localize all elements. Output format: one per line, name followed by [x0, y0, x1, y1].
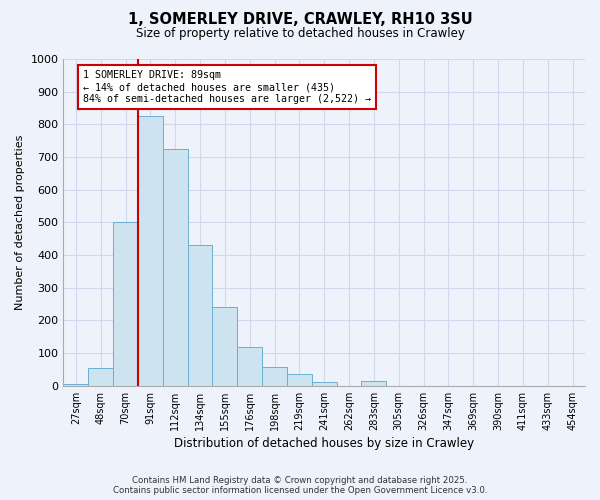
Bar — [113, 222, 138, 386]
Bar — [262, 367, 287, 386]
Bar — [138, 116, 163, 386]
Bar — [188, 246, 212, 386]
Bar — [64, 384, 88, 386]
Bar — [287, 374, 312, 386]
Bar — [312, 382, 337, 386]
Bar — [212, 308, 237, 386]
X-axis label: Distribution of detached houses by size in Crawley: Distribution of detached houses by size … — [174, 437, 474, 450]
Y-axis label: Number of detached properties: Number of detached properties — [15, 134, 25, 310]
Bar — [237, 346, 262, 386]
Bar — [88, 368, 113, 386]
Bar — [163, 149, 188, 386]
Text: Contains HM Land Registry data © Crown copyright and database right 2025.
Contai: Contains HM Land Registry data © Crown c… — [113, 476, 487, 495]
Text: 1, SOMERLEY DRIVE, CRAWLEY, RH10 3SU: 1, SOMERLEY DRIVE, CRAWLEY, RH10 3SU — [128, 12, 472, 28]
Text: 1 SOMERLEY DRIVE: 89sqm
← 14% of detached houses are smaller (435)
84% of semi-d: 1 SOMERLEY DRIVE: 89sqm ← 14% of detache… — [83, 70, 371, 104]
Bar — [361, 381, 386, 386]
Text: Size of property relative to detached houses in Crawley: Size of property relative to detached ho… — [136, 28, 464, 40]
